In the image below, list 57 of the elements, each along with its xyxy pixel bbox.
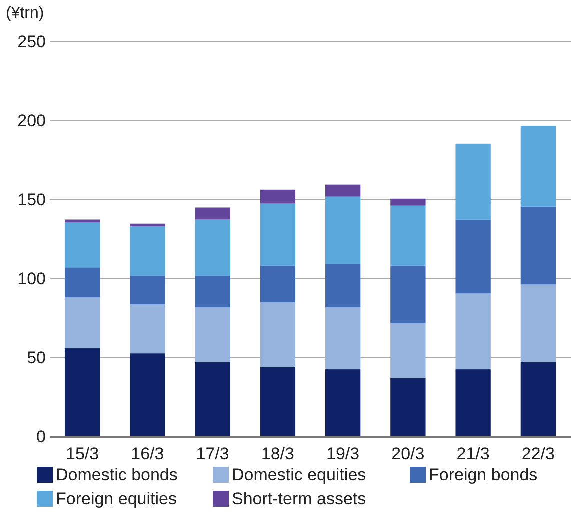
x-tick-label: 17/3 bbox=[196, 444, 230, 464]
bar bbox=[520, 126, 556, 207]
bar bbox=[64, 220, 100, 223]
bar bbox=[520, 284, 556, 362]
bar bbox=[325, 308, 361, 370]
y-tick-label: 200 bbox=[18, 112, 46, 130]
legend-label: Foreign equities bbox=[56, 490, 177, 508]
bar bbox=[130, 354, 166, 437]
y-tick-label: 100 bbox=[18, 270, 46, 288]
bar bbox=[130, 226, 166, 276]
x-tick-label: 18/3 bbox=[261, 444, 294, 464]
x-tick-label: 20/3 bbox=[392, 444, 425, 464]
x-tick-label: 15/3 bbox=[66, 444, 100, 464]
bar bbox=[390, 266, 426, 324]
bar bbox=[456, 370, 491, 437]
bar bbox=[520, 362, 556, 437]
bar bbox=[325, 184, 361, 197]
bar bbox=[260, 266, 296, 303]
bar bbox=[325, 264, 361, 308]
bar bbox=[64, 222, 100, 268]
y-tick-label: 250 bbox=[18, 32, 46, 52]
bar bbox=[390, 206, 426, 266]
legend-label: Short-term assets bbox=[232, 490, 366, 508]
bar bbox=[325, 370, 361, 437]
y-tick-label: 0 bbox=[36, 428, 46, 446]
bar bbox=[195, 220, 230, 276]
bar bbox=[260, 302, 296, 368]
bar bbox=[195, 362, 230, 437]
bar bbox=[130, 304, 166, 354]
bar bbox=[456, 144, 491, 220]
bar bbox=[195, 208, 230, 220]
bar bbox=[195, 276, 230, 308]
bar bbox=[325, 196, 361, 264]
bar bbox=[390, 198, 426, 206]
bar bbox=[390, 324, 426, 378]
bar bbox=[456, 220, 491, 294]
bar bbox=[64, 298, 100, 349]
bar bbox=[390, 378, 426, 437]
bar bbox=[64, 348, 100, 437]
legend-label: Domestic equities bbox=[232, 466, 366, 484]
y-axis-title: (¥trn) bbox=[6, 5, 44, 22]
y-tick-label: 150 bbox=[18, 190, 46, 210]
bar bbox=[520, 206, 556, 285]
bar bbox=[260, 367, 296, 437]
bar bbox=[456, 294, 491, 370]
legend-label: Domestic bonds bbox=[56, 466, 178, 484]
bar bbox=[260, 190, 296, 204]
x-tick-label: 19/3 bbox=[326, 444, 360, 464]
bar bbox=[260, 204, 296, 266]
bar bbox=[130, 276, 166, 305]
legend-label: Foreign bonds bbox=[429, 466, 538, 484]
bar bbox=[195, 308, 230, 362]
bar bbox=[64, 268, 100, 298]
x-tick-label: 22/3 bbox=[522, 444, 555, 464]
x-tick-label: 21/3 bbox=[456, 444, 490, 464]
y-tick-label: 50 bbox=[27, 348, 46, 368]
x-tick-label: 16/3 bbox=[131, 444, 164, 464]
